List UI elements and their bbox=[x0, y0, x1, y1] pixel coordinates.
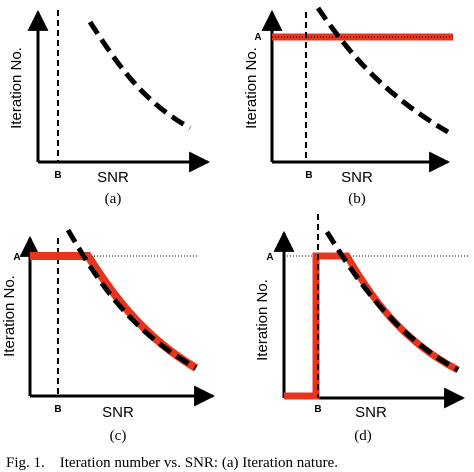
panel-label: (b) bbox=[348, 191, 366, 207]
iteration-curve bbox=[65, 228, 198, 371]
b-tick-label: B bbox=[54, 170, 61, 181]
b-tick-label: B bbox=[305, 170, 312, 181]
x-axis-label: SNR bbox=[102, 404, 134, 421]
panel-label: (d) bbox=[354, 428, 372, 444]
x-axis-label: SNR bbox=[341, 169, 373, 186]
y-axis-label: Iteration No. bbox=[243, 47, 260, 129]
y-axis-label: Iteration No. bbox=[1, 275, 18, 357]
limit-curve bbox=[30, 252, 199, 372]
panel-d: Iteration No. A B SNR (d) bbox=[254, 214, 470, 444]
panel-label: (a) bbox=[105, 191, 122, 207]
x-axis-label: SNR bbox=[355, 404, 387, 421]
y-axis-label: Iteration No. bbox=[8, 47, 25, 129]
a-tick-label: A bbox=[254, 32, 261, 43]
iteration-curve bbox=[315, 6, 450, 135]
y-axis-label: Iteration No. bbox=[254, 279, 271, 361]
iteration-curve bbox=[324, 230, 460, 373]
panel-c: Iteration No. A B SNR (c) bbox=[1, 228, 216, 444]
x-axis-label: SNR bbox=[97, 169, 129, 186]
panel-b: Iteration No. A B SNR (b) bbox=[243, 6, 453, 207]
panel-label: (c) bbox=[110, 428, 127, 444]
a-tick-label: A bbox=[266, 252, 273, 263]
a-tick-label: A bbox=[13, 252, 20, 263]
limit-curve bbox=[284, 252, 460, 400]
iteration-curve bbox=[87, 20, 192, 131]
b-tick-label: B bbox=[54, 404, 61, 415]
panel-a: Iteration No. B SNR (a) bbox=[8, 9, 211, 207]
b-tick-label: B bbox=[314, 404, 321, 415]
figure-caption: Fig. 1. Iteration number vs. SNR: (a) It… bbox=[6, 455, 338, 471]
